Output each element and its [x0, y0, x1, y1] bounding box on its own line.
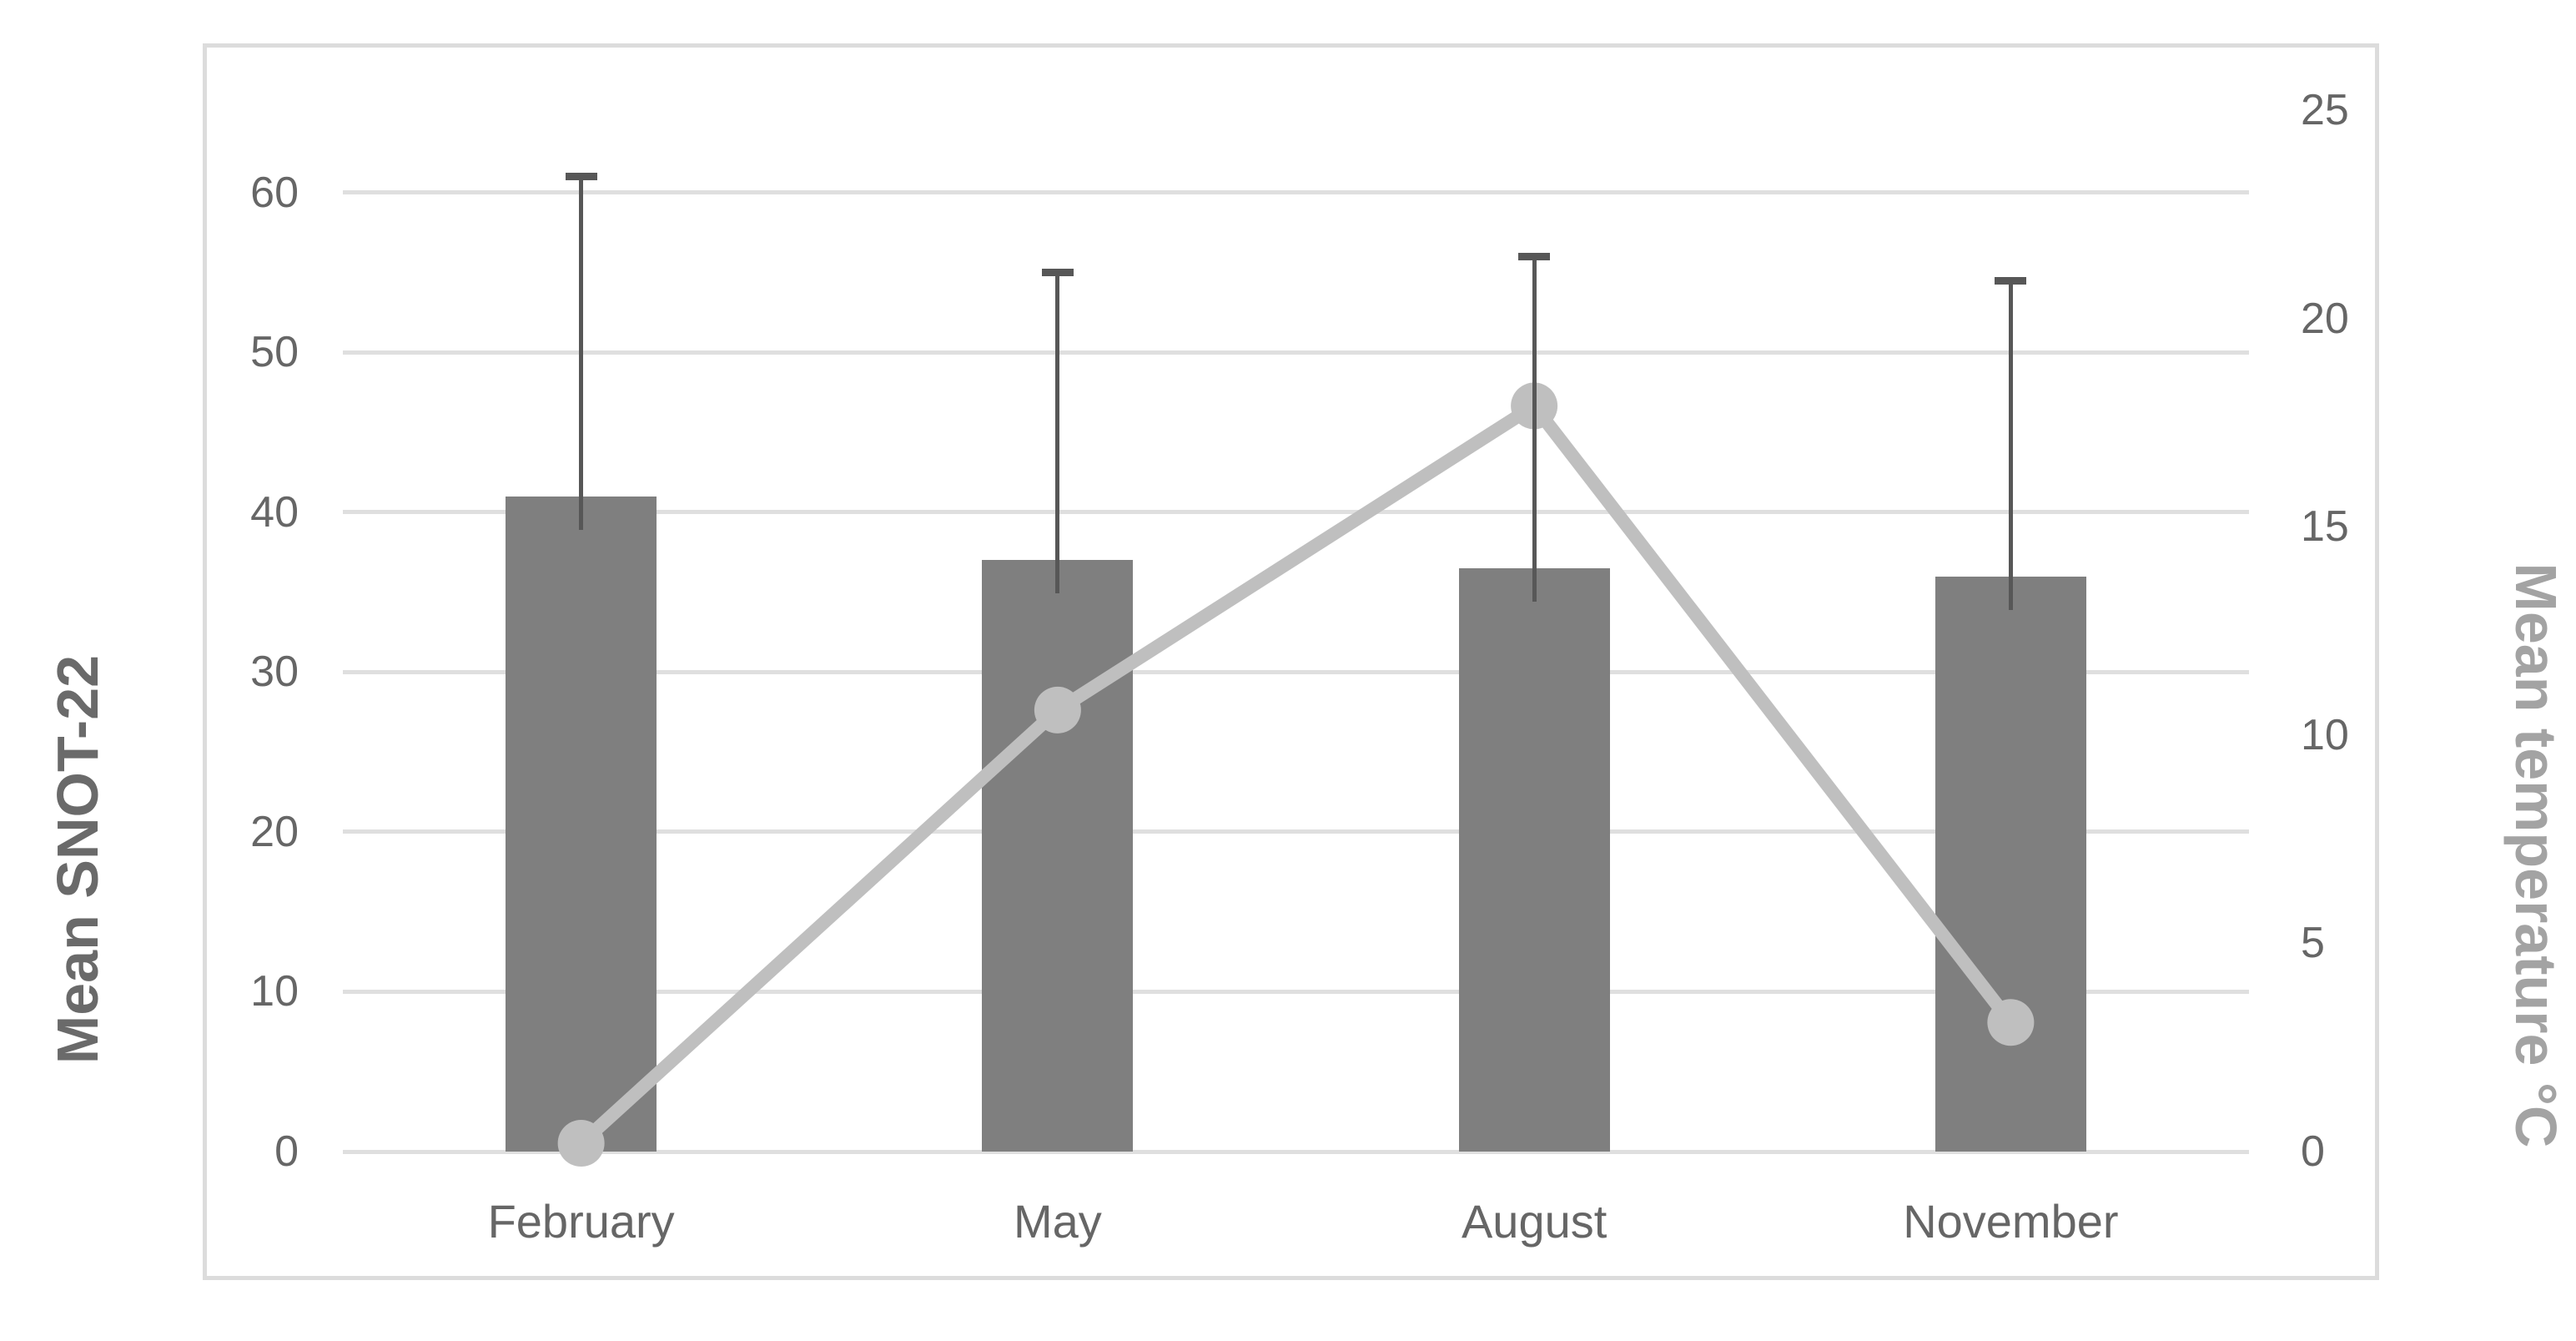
- right-axis-tick-label: 20: [2301, 294, 2349, 343]
- line-marker: [557, 1120, 605, 1167]
- left-axis-tick-label: 20: [250, 807, 299, 856]
- category-label: February: [487, 1195, 675, 1248]
- right-axis-tick-label: 15: [2301, 502, 2349, 552]
- left-axis-tick-label: 30: [250, 648, 299, 697]
- left-axis-tick-label: 40: [250, 487, 299, 537]
- gridline: [343, 989, 2249, 994]
- left-axis-tick-label: 60: [250, 168, 299, 217]
- category-label: May: [1013, 1195, 1102, 1248]
- bar: [506, 496, 657, 1152]
- right-axis-tick-label: 10: [2301, 710, 2349, 759]
- error-whisker: [1055, 272, 1060, 594]
- line-marker: [1987, 999, 2035, 1046]
- line-marker: [1034, 686, 1081, 734]
- category-label: August: [1461, 1195, 1607, 1248]
- right-axis-tick-label: 5: [2301, 919, 2325, 968]
- left-axis-tick-label: 0: [274, 1127, 299, 1176]
- left-axis-tick-label: 50: [250, 328, 299, 377]
- bar: [1458, 567, 1610, 1152]
- temperature-line: [576, 396, 2016, 1148]
- error-whisker: [2008, 280, 2013, 610]
- bar: [1935, 576, 2086, 1152]
- error-cap: [565, 173, 597, 181]
- gridline: [343, 350, 2249, 355]
- category-label: November: [1903, 1195, 2119, 1248]
- right-axis-tick-label: 0: [2301, 1127, 2325, 1176]
- error-cap: [1518, 252, 1551, 260]
- gridline: [343, 190, 2249, 195]
- error-cap: [1995, 276, 2027, 285]
- gridline: [343, 669, 2249, 674]
- right-axis-tick-label: 25: [2301, 86, 2349, 134]
- error-cap: [1041, 269, 1074, 277]
- gridline: [343, 829, 2249, 834]
- bar: [982, 560, 1134, 1152]
- left-axis-tick-label: 10: [250, 967, 299, 1016]
- gridline: [343, 510, 2249, 515]
- error-whisker: [1532, 256, 1537, 602]
- gridline: [343, 1149, 2249, 1154]
- error-whisker: [579, 176, 584, 530]
